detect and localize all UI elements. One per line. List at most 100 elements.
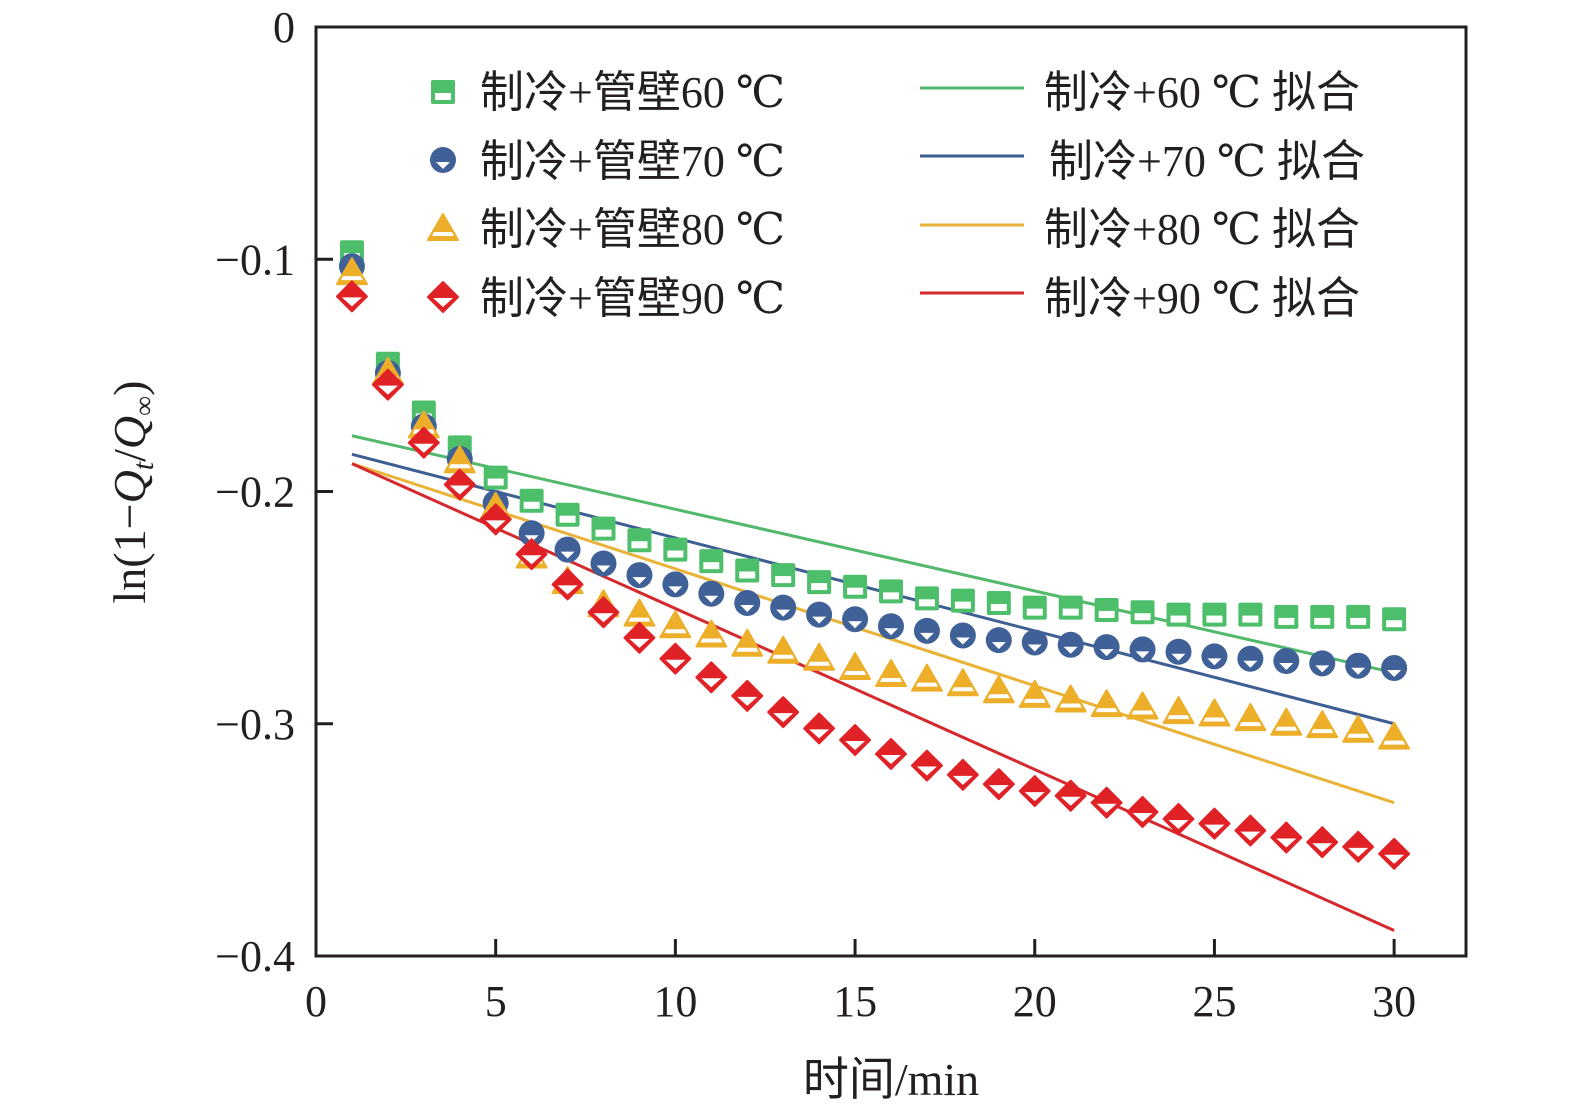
data-point xyxy=(695,619,728,648)
y-axis-title: ln(1−Qt/Q∞) xyxy=(104,381,160,604)
data-point xyxy=(1306,826,1339,859)
data-point xyxy=(731,628,764,657)
y-axis-title-sub2: ∞ xyxy=(129,396,160,416)
data-point xyxy=(771,563,796,588)
data-point xyxy=(1054,779,1087,812)
data-point xyxy=(734,589,761,616)
fit-line-1 xyxy=(351,452,1395,726)
x-tick-label: 25 xyxy=(1192,977,1236,1026)
x-tick-label: 30 xyxy=(1372,977,1416,1026)
data-point xyxy=(1094,597,1119,622)
data-point xyxy=(806,601,833,628)
data-point xyxy=(554,536,581,563)
fit-line-2 xyxy=(351,462,1395,805)
y-tick-label: −0.2 xyxy=(215,468,295,517)
data-point xyxy=(515,538,548,571)
data-point xyxy=(913,617,940,644)
legend-label-series-3: 制冷+管壁90 ℃ xyxy=(480,274,785,323)
data-point xyxy=(1309,650,1336,677)
data-point xyxy=(950,588,975,613)
data-point xyxy=(1057,631,1084,658)
data-markers xyxy=(335,240,1411,870)
legend-label-fit-3: 制冷+90 ℃ 拟合 xyxy=(1044,274,1360,323)
data-point xyxy=(519,488,544,513)
data-point xyxy=(626,562,653,589)
data-point xyxy=(659,610,692,639)
x-tick-label: 0 xyxy=(305,977,327,1026)
data-point xyxy=(842,606,869,633)
data-point xyxy=(1238,602,1263,627)
y-tick-label: −0.4 xyxy=(215,932,295,981)
legend-label-series-1: 制冷+管壁70 ℃ xyxy=(480,137,785,186)
data-point xyxy=(1093,634,1120,661)
data-point xyxy=(1270,707,1303,736)
legend-lines xyxy=(920,86,1024,295)
x-axis-title: 时间/min xyxy=(803,1054,979,1105)
x-tick-label: 10 xyxy=(653,977,697,1026)
legend-marker-square-icon xyxy=(431,80,455,104)
data-point xyxy=(1273,648,1300,675)
data-point xyxy=(698,580,725,607)
data-point xyxy=(949,622,976,649)
data-point xyxy=(1126,691,1159,720)
fit-line-3 xyxy=(351,462,1395,932)
y-axis-title-slash: / xyxy=(104,449,155,462)
data-point xyxy=(1342,714,1375,743)
data-point xyxy=(767,696,800,729)
data-point xyxy=(1346,604,1371,629)
data-point xyxy=(1054,684,1087,713)
data-point xyxy=(1090,689,1123,718)
data-point xyxy=(551,568,584,601)
data-point xyxy=(1090,786,1123,819)
data-point xyxy=(555,502,580,527)
data-point xyxy=(1021,629,1048,656)
legend-marker-circle-icon xyxy=(430,147,456,173)
data-point xyxy=(1378,721,1411,750)
legend-label-series-0: 制冷+管壁60 ℃ xyxy=(480,68,785,117)
data-point xyxy=(1198,807,1231,840)
y-axis-title-q1: Q xyxy=(104,470,155,503)
legend-label-fit-1: 制冷+70 ℃ 拟合 xyxy=(1049,137,1365,186)
legend-marker-diamond-icon xyxy=(427,281,459,313)
data-point xyxy=(1310,604,1335,629)
data-point xyxy=(1058,595,1083,620)
data-point xyxy=(1126,796,1159,829)
data-point xyxy=(587,596,620,629)
data-point xyxy=(803,642,836,671)
data-point xyxy=(985,627,1012,654)
series-2 xyxy=(335,257,1411,750)
legend-markers xyxy=(427,80,459,313)
data-point xyxy=(623,621,656,654)
y-tick-label: −0.3 xyxy=(215,700,295,749)
data-point xyxy=(1234,814,1267,847)
data-point xyxy=(767,635,800,664)
fit-line-0 xyxy=(351,434,1395,675)
data-point xyxy=(1381,655,1408,682)
x-tick-label: 20 xyxy=(1013,977,1057,1026)
data-point xyxy=(591,516,616,541)
data-point xyxy=(807,570,832,595)
y-tick-label: −0.1 xyxy=(215,235,295,284)
data-point xyxy=(1018,775,1051,808)
data-point xyxy=(1162,696,1195,725)
series-1 xyxy=(338,253,1408,682)
data-point xyxy=(803,712,836,745)
data-point xyxy=(1306,710,1339,739)
data-point xyxy=(627,528,652,553)
data-point xyxy=(1162,802,1195,835)
y-axis-title-q2: Q xyxy=(104,416,155,449)
data-point xyxy=(1202,602,1227,627)
data-point xyxy=(1198,698,1231,727)
y-axis-title-sub1: t xyxy=(127,461,160,470)
data-point xyxy=(483,465,508,490)
data-point xyxy=(843,574,868,599)
data-point xyxy=(479,503,512,536)
data-point xyxy=(1022,595,1047,620)
data-point xyxy=(1378,837,1411,870)
data-point xyxy=(659,642,692,675)
legend-label-fit-0: 制冷+60 ℃ 拟合 xyxy=(1044,68,1360,117)
data-point xyxy=(735,558,760,583)
y-axis: 0 −0.1 −0.2 −0.3 −0.4 xyxy=(215,3,333,981)
x-tick-label: 15 xyxy=(833,977,877,1026)
legend: 制冷+管壁60 ℃ 制冷+管壁70 ℃ 制冷+管壁80 ℃ 制冷+管壁90 ℃ … xyxy=(427,68,1365,323)
